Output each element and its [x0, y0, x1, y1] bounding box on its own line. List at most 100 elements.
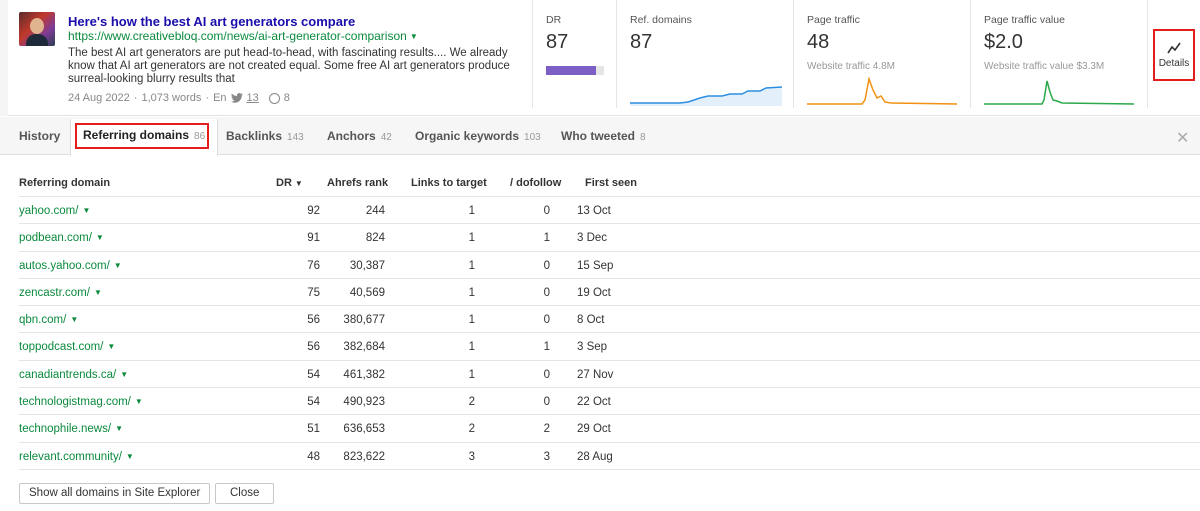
tab-backlinks[interactable]: Backlinks 143 [226, 117, 304, 155]
referring-domain-text[interactable]: relevant.community/ [19, 450, 122, 463]
cell-dofollow: 0 [543, 368, 550, 381]
cell-dofollow: 1 [543, 341, 550, 354]
chevron-down-icon[interactable]: ▼ [107, 342, 116, 352]
cell-links-to-target: 1 [468, 314, 475, 327]
referring-domain-text[interactable]: qbn.com/ [19, 314, 67, 327]
tab-count: 42 [380, 132, 392, 143]
metric-traffic-value-sub: Website traffic value $3.3M [984, 61, 1105, 72]
cell-first-seen: 29 Oct [577, 423, 611, 436]
table-row: canadiantrends.ca/▼ 54 461,382 1 0 27 Nov [19, 361, 1200, 389]
cell-dr: 56 [307, 314, 320, 327]
referring-domain-link[interactable]: technologistmag.com/▼ [19, 396, 143, 408]
referring-domain-text[interactable]: podbean.com/ [19, 232, 92, 245]
chevron-down-icon[interactable]: ▼ [409, 32, 418, 41]
chevron-down-icon[interactable]: ▼ [70, 315, 79, 325]
tab-label: Who tweeted [561, 129, 635, 143]
referring-domain-text[interactable]: zencastr.com/ [19, 286, 90, 299]
referring-domain-text[interactable]: technophile.news/ [19, 423, 112, 436]
referring-domain-link[interactable]: relevant.community/▼ [19, 451, 134, 463]
cell-first-seen: 15 Sep [577, 259, 614, 272]
referring-domain-text[interactable]: yahoo.com/ [19, 205, 79, 217]
pinterest-icon [268, 92, 280, 104]
referring-domain-text[interactable]: technologistmag.com/ [19, 396, 131, 409]
cell-ahrefs-rank: 461,382 [343, 368, 385, 381]
tab-referring-domains[interactable]: Referring domains 86 [70, 119, 219, 156]
article-description: The best AI art generators are put head-… [68, 47, 510, 85]
header-referring-domain[interactable]: Referring domain [19, 177, 111, 189]
cell-ahrefs-rank: 30,387 [349, 259, 385, 272]
chevron-down-icon[interactable]: ▼ [120, 369, 129, 379]
referring-domain-link[interactable]: toppodcast.com/▼ [19, 341, 115, 353]
referring-domain-link[interactable]: yahoo.com/▼ [19, 205, 90, 217]
tab-organic-keywords[interactable]: Organic keywords 103 [415, 117, 541, 155]
cell-first-seen: 13 Oct [577, 205, 611, 217]
metric-details-column [1147, 0, 1200, 108]
tab-count: 8 [640, 132, 646, 143]
article-url-text[interactable]: https://www.creativebloq.com/news/ai-art… [68, 29, 407, 43]
show-all-domains-button[interactable]: Show all domains in Site Explorer [19, 483, 211, 504]
referring-domain-link[interactable]: canadiantrends.ca/▼ [19, 369, 128, 381]
header-links-to-target[interactable]: Links to target [411, 177, 487, 189]
table-row: podbean.com/▼ 91 824 1 1 3 Dec [19, 224, 1200, 252]
chevron-down-icon[interactable]: ▼ [134, 397, 143, 407]
chevron-down-icon[interactable]: ▼ [125, 451, 134, 461]
cell-links-to-target: 2 [468, 396, 475, 409]
header-ahrefs-rank[interactable]: Ahrefs rank [327, 177, 389, 189]
sort-down-icon: ▼ [294, 179, 303, 188]
article-thumbnail[interactable] [19, 12, 55, 46]
referring-domain-link[interactable]: technophile.news/▼ [19, 423, 123, 435]
cell-dofollow: 0 [543, 314, 550, 327]
header-dr[interactable]: DR ▼ [276, 177, 303, 189]
table-header: Referring domain DR ▼ Ahrefs rank Links t… [19, 170, 1200, 197]
metric-dr-value: 87 [546, 31, 569, 53]
metric-ref-domains-value: 87 [630, 31, 653, 53]
chevron-down-icon[interactable]: ▼ [82, 206, 91, 215]
cell-dr: 75 [307, 286, 320, 299]
referring-domain-text[interactable]: canadiantrends.ca/ [19, 368, 117, 381]
referring-domain-link[interactable]: autos.yahoo.com/▼ [19, 260, 122, 272]
tab-history[interactable]: History [19, 117, 60, 155]
article-date: 24 Aug 2022 [68, 92, 130, 104]
details-label: Details [1158, 58, 1190, 69]
page-traffic-line [807, 76, 957, 105]
referring-domain-link[interactable]: zencastr.com/▼ [19, 287, 102, 299]
cell-links-to-target: 1 [468, 205, 475, 217]
tab-bar: History Referring domains 86 Backlinks 143… [0, 117, 1200, 156]
cell-first-seen: 28 Aug [577, 450, 613, 463]
referring-domain-text[interactable]: toppodcast.com/ [19, 341, 104, 354]
tab-anchors[interactable]: Anchors 42 [327, 117, 392, 155]
article-url[interactable]: https://www.creativebloq.com/news/ai-art… [68, 29, 418, 43]
header-dofollow[interactable]: / dofollow [510, 177, 562, 189]
referring-domain-text[interactable]: autos.yahoo.com/ [19, 259, 110, 272]
article-title[interactable]: Here's how the best AI art generators co… [68, 14, 356, 29]
chevron-down-icon[interactable]: ▼ [95, 233, 104, 243]
header-first-seen[interactable]: First seen [585, 177, 637, 189]
cell-ahrefs-rank: 382,684 [343, 341, 385, 354]
article-word-count: 1,073 words [141, 92, 202, 104]
tweet-count-link[interactable]: 13 [246, 92, 259, 104]
tab-label: History [19, 129, 61, 143]
referring-domain-link[interactable]: podbean.com/▼ [19, 232, 104, 244]
ref-domains-sparkline [630, 86, 782, 106]
chevron-down-icon[interactable]: ▼ [115, 424, 123, 434]
meta-separator: · [133, 92, 138, 104]
cell-links-to-target: 2 [468, 423, 475, 436]
referring-domains-table: Referring domain DR ▼ Ahrefs rank Links t… [19, 170, 1200, 470]
referring-domain-link[interactable]: qbn.com/▼ [19, 314, 78, 326]
cell-first-seen: 22 Oct [577, 396, 611, 409]
table-row: relevant.community/▼ 48 823,622 3 3 28 Aug [19, 443, 1200, 470]
close-icon[interactable]: ✕ [1176, 130, 1190, 147]
tab-who-tweeted[interactable]: Who tweeted 8 [561, 117, 646, 155]
tab-count: 86 [194, 131, 206, 142]
tab-label: Backlinks [226, 129, 283, 143]
cell-first-seen: 8 Oct [577, 314, 605, 327]
chevron-down-icon[interactable]: ▼ [93, 287, 102, 297]
chevron-down-icon[interactable]: ▼ [113, 260, 122, 270]
metric-traffic-value-label: Page traffic value [984, 14, 1065, 26]
dr-progress-fill [546, 66, 597, 75]
details-button[interactable]: Details [1153, 29, 1195, 81]
cell-dr: 48 [307, 450, 320, 463]
table-row: technologistmag.com/▼ 54 490,923 2 0 22 Oct [19, 388, 1200, 416]
metric-page-traffic-value: 48 [807, 31, 830, 53]
close-button[interactable]: Close [215, 483, 275, 504]
